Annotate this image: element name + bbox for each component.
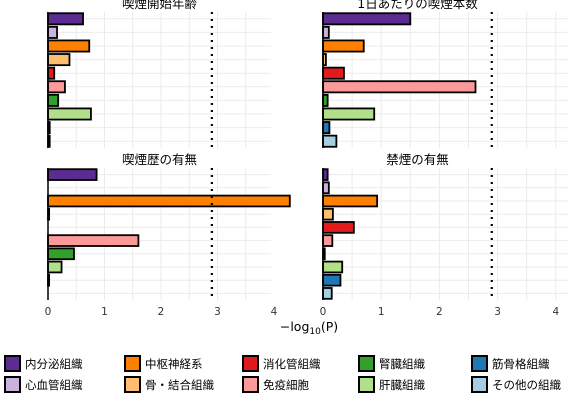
legend-item-immune: 免疫細胞 [242,376,309,393]
bar-immune [47,234,140,247]
bar-liver [322,107,376,121]
legend-item-gi: 消化管組織 [242,355,321,372]
legend-item-endocrine: 内分泌組織 [4,355,83,372]
legend-label: 免疫細胞 [263,377,309,392]
panel-title: 喫煙歴の有無 [122,152,197,167]
x-tick-label: 4 [552,306,559,318]
bar-cardiovascular [47,25,58,39]
legend-label: 筋骨格組織 [492,356,550,371]
bar-liver [47,260,63,274]
legend-label: 腎臓組織 [379,356,425,371]
x-tick-label: 2 [158,306,165,318]
legend-item-cns: 中枢神経系 [124,355,203,372]
bar-immune [322,80,477,94]
panel-1: 喫煙開始年齢 [47,0,271,148]
legend-swatch [124,355,141,372]
bar-cns [47,39,91,53]
legend-label: 心血管組織 [25,377,83,392]
legend: 内分泌組織心血管組織 中枢神経系骨・結合組織 消化管組織免疫細胞 腎臓組織肝臓組織 筋骨… [0,349,568,401]
bar-cns [322,194,379,208]
legend-swatch [471,355,488,372]
panel-title: 禁煙の有無 [386,152,449,167]
legend-swatch [471,376,488,393]
legend-label: 骨・結合組織 [145,377,214,392]
bar-bone [47,53,71,67]
bar-endocrine [47,168,98,181]
legend-label: 中枢神経系 [145,356,203,371]
legend-swatch [124,376,141,393]
panel-4: 禁煙の有無 0 1 2 3 4 [320,152,568,318]
legend-item-cardiovascular: 心血管組織 [4,376,83,393]
bar-liver [47,107,92,121]
bar-liver [322,260,344,274]
legend-swatch [358,355,375,372]
x-tick-label: 3 [494,306,501,318]
legend-item-other: その他の組織 [471,376,561,393]
x-tick-label: 2 [436,306,443,318]
bar-muscle [322,121,331,135]
legend-label: 消化管組織 [263,356,321,371]
x-tick-label: 1 [101,306,108,318]
bar-gi [322,66,345,80]
legend-item-bone: 骨・結合組織 [124,376,214,393]
panel-2: 1日あたりの喫煙本数 [322,0,568,148]
legend-label: 内分泌組織 [25,356,83,371]
legend-item-liver: 肝臓組織 [358,376,425,393]
x-tick-label: 4 [271,306,278,318]
bar-gi [322,221,355,234]
panel-3: 喫煙歴の有無 0 1 2 3 4 [45,152,291,318]
bar-endocrine [47,12,84,26]
bar-gi [47,66,56,80]
x-tick-label: 0 [45,306,52,318]
bar-other [322,287,333,300]
bar-other [322,134,338,148]
panel-title: 1日あたりの喫煙本数 [357,0,478,11]
x-tick-label: 3 [214,306,221,318]
bar-bone [322,207,334,221]
x-tick-label: 0 [320,306,327,318]
bar-kidney [47,93,60,107]
legend-swatch [4,376,21,393]
panel-title: 喫煙開始年齢 [122,0,198,11]
legend-swatch [242,355,259,372]
bar-cns [47,194,291,208]
legend-swatch [358,376,375,393]
bar-immune [322,234,334,247]
legend-item-muscle: 筋骨格組織 [471,355,550,372]
legend-swatch [242,376,259,393]
bar-cns [322,39,365,53]
legend-label: 肝臓組織 [379,377,425,392]
bar-endocrine [322,12,412,26]
legend-swatch [4,355,21,372]
bar-cardiovascular [322,181,330,195]
x-tick-label: 1 [378,306,385,318]
legend-label: その他の組織 [492,377,561,392]
legend-item-kidney: 腎臓組織 [358,355,425,372]
bar-kidney [47,247,75,261]
bar-immune [47,80,66,94]
bar-cardiovascular [322,25,330,39]
x-axis-label: −log10(P) [280,319,338,337]
bar-muscle [322,273,342,287]
